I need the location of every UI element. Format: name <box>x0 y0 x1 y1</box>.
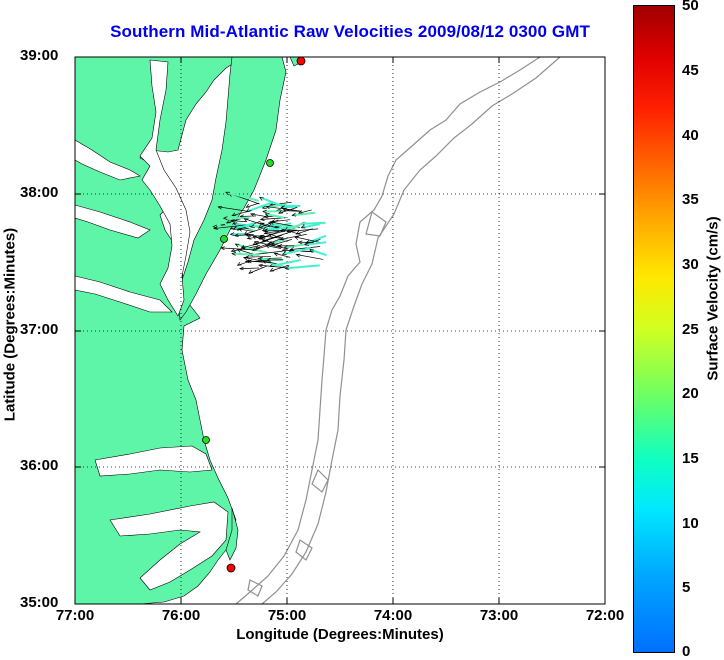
velocity-vector <box>246 256 271 257</box>
x-tick-label: 76:00 <box>151 607 211 624</box>
velocity-vector <box>240 268 259 269</box>
colorbar-tick-label: 40 <box>682 127 712 144</box>
station-marker-green <box>267 160 274 167</box>
station-marker-red <box>297 57 305 65</box>
velocity-vector-head <box>295 237 299 240</box>
station-marker-green <box>221 236 228 243</box>
station-marker-red <box>227 564 235 572</box>
velocity-vector <box>266 214 285 218</box>
colorbar-tick-label: 45 <box>682 62 712 79</box>
x-tick-label: 75:00 <box>257 607 317 624</box>
y-tick-label: 36:00 <box>20 457 70 474</box>
velocity-vector-head <box>238 262 242 265</box>
velocity-vector-head <box>244 231 248 234</box>
colorbar-tick-label: 15 <box>682 450 712 467</box>
bathymetry-contours <box>236 57 560 604</box>
y-tick-label: 35:00 <box>20 594 70 611</box>
colorbar <box>633 5 675 653</box>
x-axis-label: Longitude (Degrees:Minutes) <box>75 626 605 643</box>
colorbar-tick-label: 0 <box>682 643 712 660</box>
velocity-vector <box>292 213 315 216</box>
velocity-vector-head <box>296 231 300 234</box>
velocity-vector <box>249 266 267 273</box>
station-marker-green <box>203 437 210 444</box>
velocity-vector <box>232 254 259 255</box>
map-title: Southern Mid-Atlantic Raw Velocities 200… <box>0 22 700 42</box>
velocity-vector-head <box>296 254 300 257</box>
x-tick-label: 72:00 <box>575 607 635 624</box>
colorbar-tick-label: 5 <box>682 579 712 596</box>
velocity-vector <box>285 265 319 268</box>
y-axis-label: Latitude (Degrees:Minutes) <box>2 200 19 450</box>
x-tick-label: 74:00 <box>363 607 423 624</box>
velocity-vector <box>281 206 297 207</box>
velocity-vector <box>296 254 323 259</box>
colorbar-tick-label: 10 <box>682 515 712 532</box>
velocity-vector-head <box>246 204 250 207</box>
colorbar-label: Surface Velocity (cm/s) <box>705 189 722 409</box>
y-tick-label: 39:00 <box>20 47 70 64</box>
y-tick-label: 37:00 <box>20 321 70 338</box>
x-tick-label: 73:00 <box>469 607 529 624</box>
velocity-vector-head <box>270 268 274 271</box>
y-tick-label: 38:00 <box>20 184 70 201</box>
colorbar-tick-label: 50 <box>682 0 712 14</box>
